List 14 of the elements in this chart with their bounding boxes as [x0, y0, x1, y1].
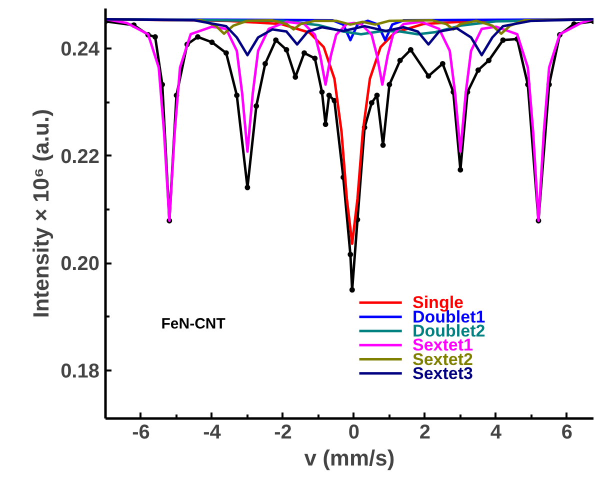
x-tick-label: 6	[561, 422, 572, 444]
x-tick-label: -2	[274, 422, 292, 444]
y-tick-label: 0.24	[60, 38, 100, 61]
y-tick-label: 0.22	[60, 146, 100, 168]
x-tick-label: -6	[132, 422, 150, 444]
y-tick-label: 0.18	[60, 360, 100, 382]
x-axis-title: v (mm/s)	[304, 446, 395, 470]
x-tick-label: -4	[203, 422, 222, 444]
annotation: FeN-CNT	[161, 316, 226, 333]
y-axis-title: Intensity × 10⁶ (a.u.)	[28, 109, 54, 318]
x-tick-label: 0	[348, 422, 360, 444]
x-tick-label: 4	[490, 422, 502, 444]
x-tick-label: 2	[419, 422, 430, 444]
y-tick-label: 0.20	[60, 253, 100, 276]
